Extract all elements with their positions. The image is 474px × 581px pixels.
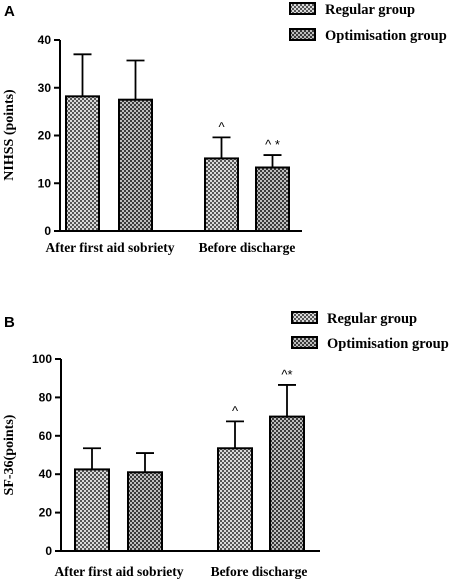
panel-a-bar-regular-2 [204,157,239,232]
panel-b-bar-regular-1 [74,468,110,552]
panel-a-legend-swatch-regular [289,2,316,15]
panel-a-y-tick-label: 10 [38,176,52,190]
panel-a-y-tick-label: 40 [38,33,52,47]
panel-a-significance-mark: ^ [218,119,225,134]
panel-b-bar-regular-2 [217,447,253,552]
panel-a-category-label-2: Before discharge [199,240,296,255]
panel-b-legend-swatch-optimisation [291,336,318,349]
panel-b-legend-swatch-regular [291,311,318,324]
panel-a-y-tick-label: 0 [44,224,51,238]
panel-b-y-tick-label: 20 [39,506,53,520]
panel-b: B SF-36(points) Regular group Optimisati… [2,311,449,579]
panel-a-label: A [4,3,15,20]
panel-b-y-tick-label: 40 [39,467,53,481]
panel-a-category-label-1: After first aid sobriety [45,240,174,255]
panel-b-y-tick-label: 100 [32,352,52,366]
panel-a-significance-mark: ^ * [265,137,280,152]
panel-b-label: B [4,314,15,331]
panel-b-legend-label-optimisation: Optimisation group [327,336,449,352]
panel-b-y-tick-label: 80 [39,390,53,404]
panel-b-significance-mark: ^* [281,367,292,382]
panel-b-y-tick-label: 0 [45,544,52,558]
panel-a: A NIHSS (points) Regular group Optimisat… [2,2,447,255]
panel-b-category-label-1: After first aid sobriety [54,564,183,579]
panel-a-bar-regular-1 [65,95,100,232]
panel-b-legend-label-regular: Regular group [327,311,417,327]
panel-b-plot-area: 0 20 40 60 80 100 ^ ^* [32,352,320,558]
panel-b-significance-mark: ^ [232,403,239,418]
panel-a-legend: Regular group Optimisation group [289,2,447,44]
panel-a-legend-label-optimisation: Optimisation group [325,28,447,44]
panel-b-y-axis-title: SF-36(points) [2,414,17,495]
panel-a-y-axis-title: NIHSS (points) [2,89,17,181]
panel-a-bar-optimisation-2 [255,166,290,232]
panel-b-bar-optimisation-1 [127,471,163,552]
panel-a-legend-swatch-optimisation [289,28,316,41]
panel-a-y-tick-label: 30 [38,81,52,95]
panel-a-legend-label-regular: Regular group [325,2,415,18]
panel-a-bar-optimisation-1 [118,98,153,232]
panel-b-legend: Regular group Optimisation group [291,311,449,352]
panel-a-plot-area: 0 10 20 30 40 ^ ^ * [38,33,302,238]
panel-b-y-tick-label: 60 [39,429,53,443]
panel-b-category-label-2: Before discharge [211,564,308,579]
panel-b-bar-optimisation-2 [269,415,305,552]
panel-a-y-tick-label: 20 [38,129,52,143]
